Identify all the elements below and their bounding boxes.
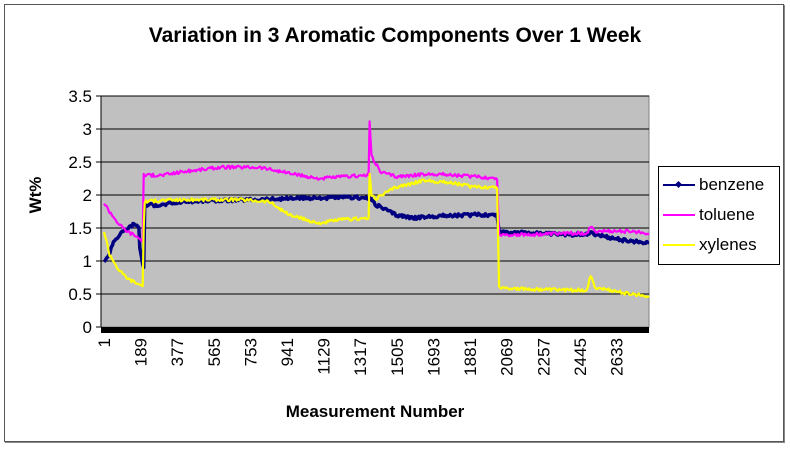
y-axis-ticks: 0 0.5 1 1.5 2 2.5 3 3.5 — [68, 87, 101, 337]
svg-text:1: 1 — [95, 338, 114, 347]
svg-text:2633: 2633 — [607, 338, 626, 376]
svg-text:377: 377 — [168, 338, 187, 366]
benzene-marker-icon — [663, 179, 695, 191]
svg-text:941: 941 — [278, 338, 297, 366]
x-axis-ticks: 1 189 377 565 753 941 1129 1317 1505 1693 1881 2069… — [95, 338, 626, 376]
svg-text:3.5: 3.5 — [68, 87, 92, 106]
legend-item-toluene: toluene — [663, 201, 755, 229]
svg-text:1129: 1129 — [315, 338, 334, 375]
svg-text:2.5: 2.5 — [68, 153, 92, 172]
svg-text:1.5: 1.5 — [68, 219, 92, 238]
svg-text:3: 3 — [83, 120, 92, 139]
xylenes-marker-icon — [663, 239, 695, 251]
svg-text:0.5: 0.5 — [68, 285, 92, 304]
svg-text:1505: 1505 — [388, 338, 407, 376]
legend-label: toluene — [699, 205, 755, 224]
legend-item-benzene: benzene — [663, 171, 764, 199]
svg-text:2257: 2257 — [534, 338, 553, 376]
svg-text:565: 565 — [205, 338, 224, 366]
plot-floor — [101, 327, 649, 333]
toluene-marker-icon — [663, 209, 695, 221]
legend: benzene toluene xylenes — [658, 166, 780, 265]
plot-area — [100, 95, 650, 328]
svg-text:1317: 1317 — [351, 338, 370, 376]
svg-text:1693: 1693 — [424, 338, 443, 376]
svg-text:753: 753 — [241, 338, 260, 366]
legend-label: xylenes — [699, 235, 757, 254]
svg-text:1881: 1881 — [461, 338, 480, 376]
legend-label: benzene — [699, 175, 765, 194]
series-lines — [102, 120, 650, 299]
svg-text:2: 2 — [83, 186, 92, 205]
svg-text:1: 1 — [83, 252, 92, 271]
svg-text:189: 189 — [132, 338, 151, 366]
svg-text:0: 0 — [83, 318, 92, 337]
legend-item-xylenes: xylenes — [663, 231, 757, 259]
x-axis-label: Measurement Number — [285, 402, 465, 421]
chart-title: Variation in 3 Aromatic Components Over … — [148, 24, 642, 47]
svg-text:2445: 2445 — [571, 338, 590, 376]
svg-text:2069: 2069 — [498, 338, 517, 376]
